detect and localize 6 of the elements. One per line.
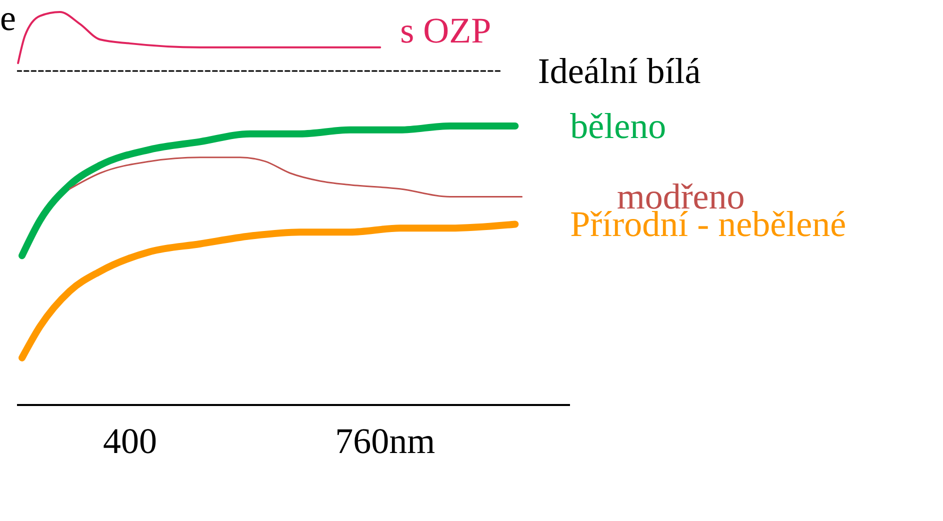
x-tick-label: 400 [103, 421, 158, 461]
y-axis-title: e [0, 0, 16, 38]
x-tick-label: 760nm [335, 421, 436, 461]
series-label: s OZP [400, 10, 492, 50]
series-label: běleno [570, 106, 666, 146]
series-label: Ideální bílá [538, 50, 701, 91]
